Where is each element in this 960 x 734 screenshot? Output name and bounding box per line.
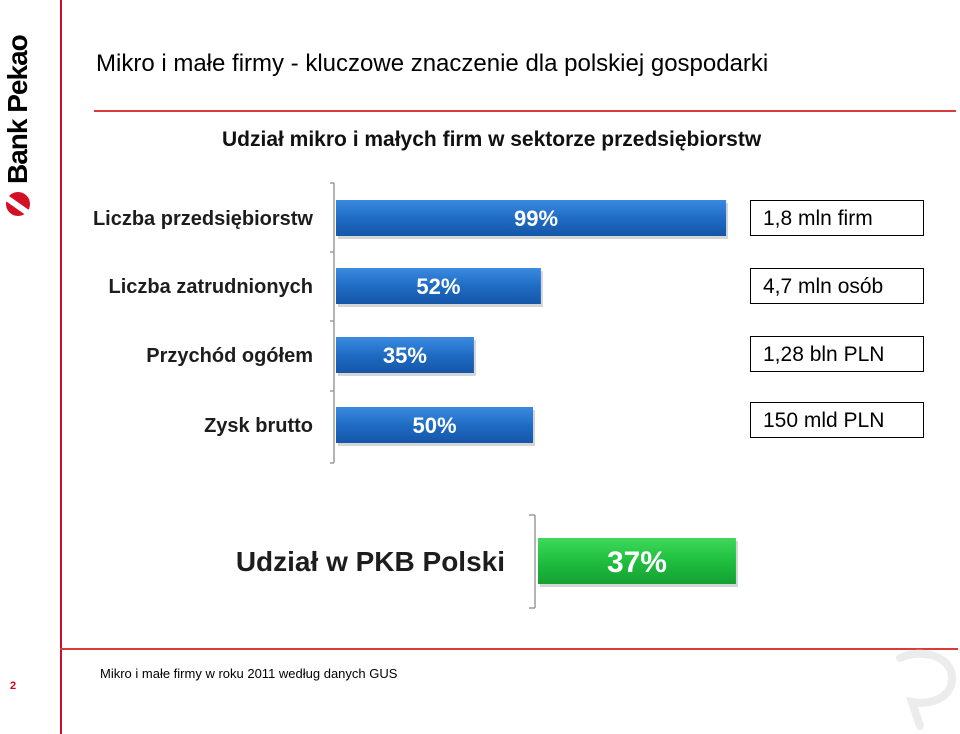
gdp-category-label: Udział w PKB Polski (236, 546, 505, 577)
value-box-firms: 1,8 mln firm (750, 200, 924, 236)
bar (336, 337, 474, 373)
category-label: Zysk brutto (204, 415, 313, 437)
source-note: Mikro i małe firmy w roku 2011 według da… (100, 666, 398, 681)
gdp-bar (538, 538, 736, 584)
left-accent-line (60, 0, 62, 734)
slide-title: Mikro i małe firmy - kluczowe znaczenie … (96, 50, 769, 77)
bar (336, 407, 533, 443)
chart-title: Udział mikro i małych firm w sektorze pr… (222, 128, 762, 151)
bar (336, 268, 541, 304)
value-box-employment: 4,7 mln osób (750, 268, 924, 304)
bar-value-label: 35% (383, 343, 427, 368)
bar-value-label: 50% (412, 413, 456, 438)
category-label: Przychód ogółem (146, 345, 313, 367)
category-label: Liczba przedsiębiorstw (93, 208, 313, 230)
page-number: 2 (10, 680, 17, 692)
value-box-profit: 150 mld PLN (750, 402, 924, 438)
bar-value-label: 52% (416, 274, 460, 299)
watermark-logo-icon (896, 649, 957, 730)
bar (336, 200, 727, 236)
title-rule (94, 110, 956, 112)
footer-rule (60, 648, 958, 650)
bar-value-label: 99% (514, 206, 558, 231)
gdp-value-label: 37% (607, 546, 667, 579)
value-box-revenue: 1,28 bln PLN (750, 336, 924, 372)
category-label: Liczba zatrudnionych (109, 276, 313, 298)
